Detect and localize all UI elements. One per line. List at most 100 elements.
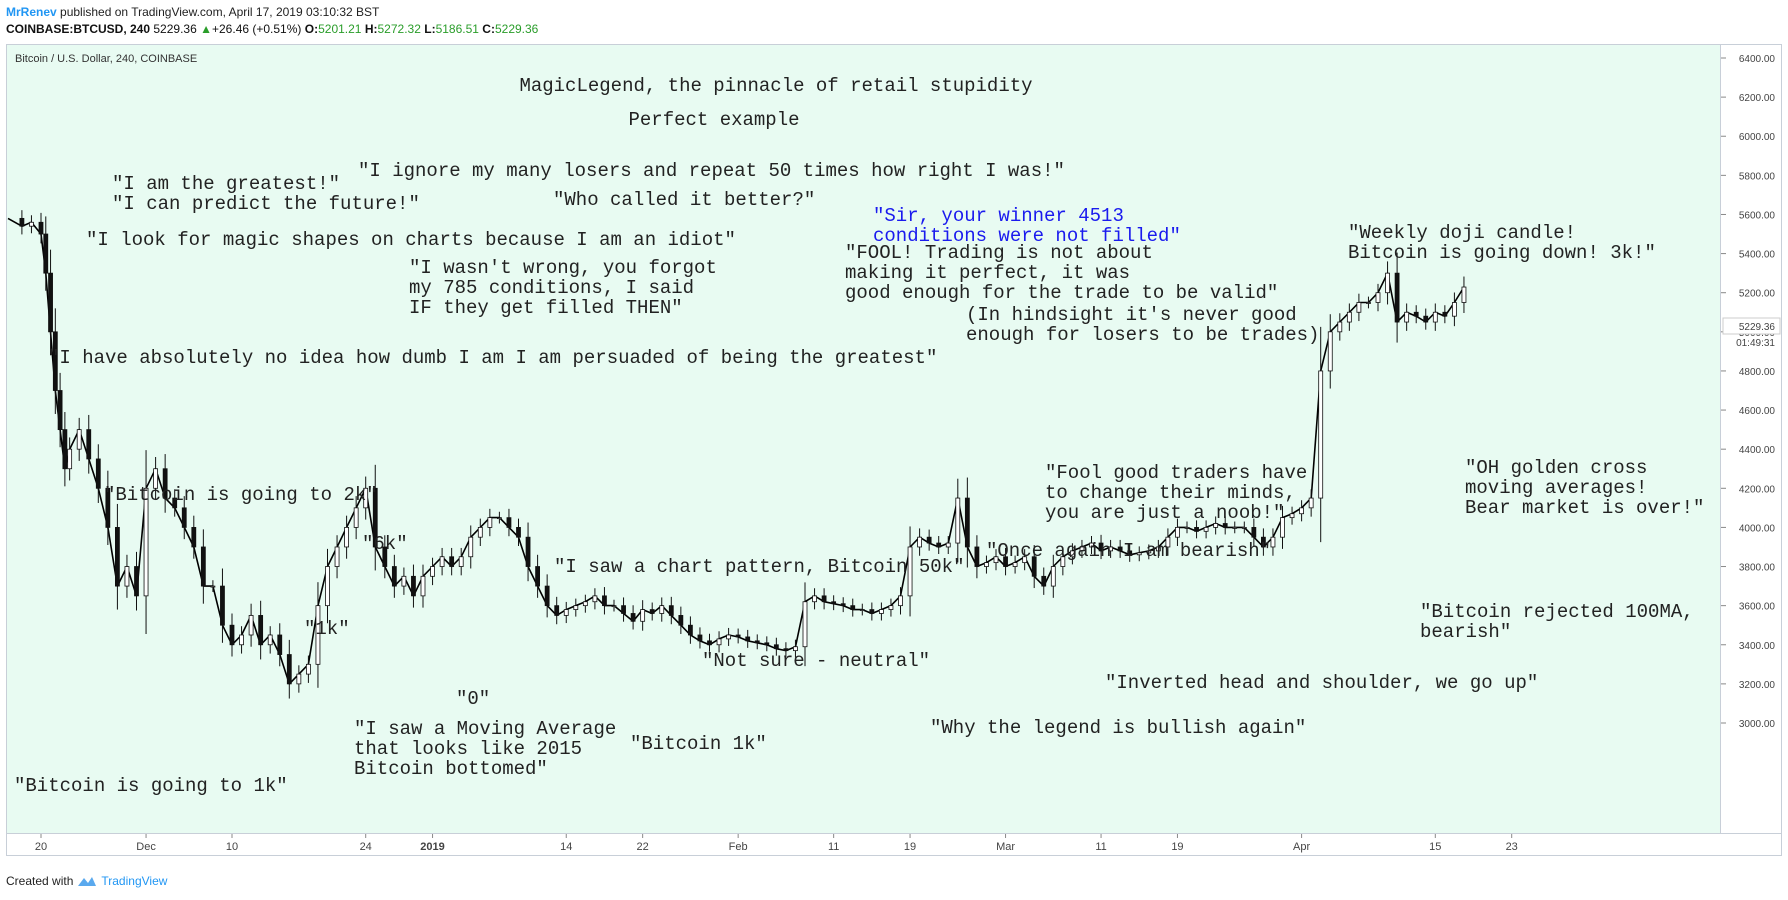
tradingview-link[interactable]: TradingView: [101, 874, 168, 888]
candle-body: [1423, 315, 1429, 323]
candle-body: [993, 556, 999, 564]
candle-body: [372, 487, 378, 548]
candle-body: [296, 673, 302, 685]
candle-body: [1155, 546, 1161, 552]
candle-body: [716, 638, 722, 646]
candle-body: [773, 644, 779, 650]
candle-body: [1346, 311, 1352, 323]
candle-body: [821, 595, 827, 603]
candle-body: [105, 487, 111, 528]
candle-body: [726, 634, 731, 640]
candle-body: [239, 634, 244, 646]
annotation-line: to change their minds,: [1045, 482, 1296, 504]
annotation-text: "I ignore my many losers and repeat 50 t…: [358, 160, 1065, 182]
candle-body: [1136, 552, 1142, 556]
candle-body: [449, 556, 455, 567]
y-tick-label: 3400.00: [1739, 641, 1776, 652]
candle-body: [487, 517, 493, 528]
x-tick-label: Dec: [136, 841, 156, 853]
candle-body: [649, 609, 655, 614]
annotation-text: "Weekly doji candle! Bitcoin is going dow…: [1348, 222, 1656, 264]
annotation-line: "Bitcoin 1k": [630, 733, 767, 755]
y-tick-label: 4800.00: [1739, 367, 1776, 378]
candle-body: [95, 458, 101, 489]
candle-body: [1041, 575, 1047, 587]
y-tick-label: 3200.00: [1739, 680, 1776, 691]
candle-body: [115, 527, 120, 587]
candle-body: [802, 601, 808, 648]
chart-pane[interactable]: [6, 44, 1721, 834]
candle-body: [1299, 507, 1304, 515]
candle-body: [516, 527, 521, 538]
annotation-line: "Not sure - neutral": [702, 650, 930, 672]
y-tick-label: 6000.00: [1739, 132, 1776, 143]
candle-body: [391, 566, 397, 587]
y-tick-label: 5800.00: [1739, 171, 1776, 182]
annotation-text: "FOOL! Trading is not about making it per…: [845, 242, 1278, 304]
annotation-line: conditions were not filled": [873, 225, 1181, 247]
candle-body: [688, 624, 693, 636]
time-axis[interactable]: [6, 834, 1782, 856]
candle-body: [544, 585, 550, 607]
annotation-line: "I ignore my many losers and repeat 50 t…: [358, 160, 1065, 182]
ticker-line: COINBASE:BTCUSD, 240 5229.36 ▲+26.46 (+0…: [6, 22, 538, 36]
candle-body: [1098, 542, 1104, 552]
candle-body: [1413, 311, 1419, 317]
candle-body: [124, 566, 130, 587]
last-price: 5229.36: [153, 22, 197, 36]
candle-body: [936, 542, 942, 548]
x-tick-label: 2019: [420, 841, 444, 853]
candle-body: [62, 429, 68, 470]
annotation-line: "I have absolutely no idea how dumb I am…: [48, 347, 937, 369]
annotation-line: enough for losers to be trades): [966, 324, 1319, 346]
candle-body: [1222, 523, 1228, 528]
candle-body: [286, 654, 292, 685]
last-price-label: 5229.36 01:49:31: [1722, 317, 1781, 349]
annotation-text: "I have absolutely no idea how dumb I am…: [48, 347, 937, 369]
x-tick-label: 24: [360, 841, 372, 853]
annotation-line: good enough for the trade to be valid": [845, 282, 1278, 304]
price-axis[interactable]: [1721, 44, 1782, 834]
annotation-line: "Once again I am bearish": [986, 540, 1271, 562]
annotation-line: "Who called it better?": [553, 189, 815, 211]
candle-body: [754, 640, 760, 644]
candle-body: [793, 646, 798, 652]
candle-body: [1366, 302, 1371, 304]
bar-countdown: 01:49:31: [1736, 338, 1775, 349]
candle-body: [659, 605, 665, 614]
annotation-text: "Bitcoin 1k": [630, 733, 767, 755]
candle-body: [1289, 513, 1295, 519]
candle-body: [1070, 550, 1075, 558]
candle-body: [153, 468, 159, 489]
high-label: H:: [364, 22, 378, 36]
chart-title: MagicLegend, the pinnacle of retail stup…: [519, 75, 1032, 97]
candle-body: [248, 615, 254, 636]
annotation-line: "Weekly doji candle!: [1348, 222, 1576, 244]
author-link[interactable]: MrRenev: [6, 5, 57, 19]
y-tick-label: 3600.00: [1739, 602, 1776, 613]
annotation-line: "I saw a chart pattern, Bitcoin 50k": [554, 556, 964, 578]
candle-body: [439, 556, 445, 567]
open-value: 5201.21: [318, 22, 362, 36]
candle-body: [277, 634, 283, 655]
candle-body: [859, 609, 865, 611]
change-value: +26.46 (+0.51%): [212, 22, 302, 36]
annotation-text: "6k": [362, 533, 408, 555]
candle-body: [52, 331, 58, 391]
annotation-text: "I saw a Moving Average that looks like 2…: [354, 718, 616, 780]
candle-body: [668, 605, 674, 616]
candle-body: [1280, 517, 1285, 538]
candle-body: [1203, 527, 1209, 532]
annotation-text: "I saw a chart pattern, Bitcoin 50k": [554, 556, 964, 578]
candle-body: [525, 536, 531, 567]
candle-body: [1452, 302, 1457, 317]
footer: Created with TradingView: [6, 874, 167, 888]
annotation-text: "Not sure - neutral": [702, 650, 930, 672]
y-tick-label: 6400.00: [1739, 54, 1776, 65]
candle-body: [76, 429, 82, 450]
candle-body: [1232, 527, 1238, 529]
candle-body: [506, 517, 512, 528]
candle-body: [220, 585, 225, 626]
candle-body: [1327, 331, 1333, 372]
candle-body: [1318, 370, 1324, 499]
